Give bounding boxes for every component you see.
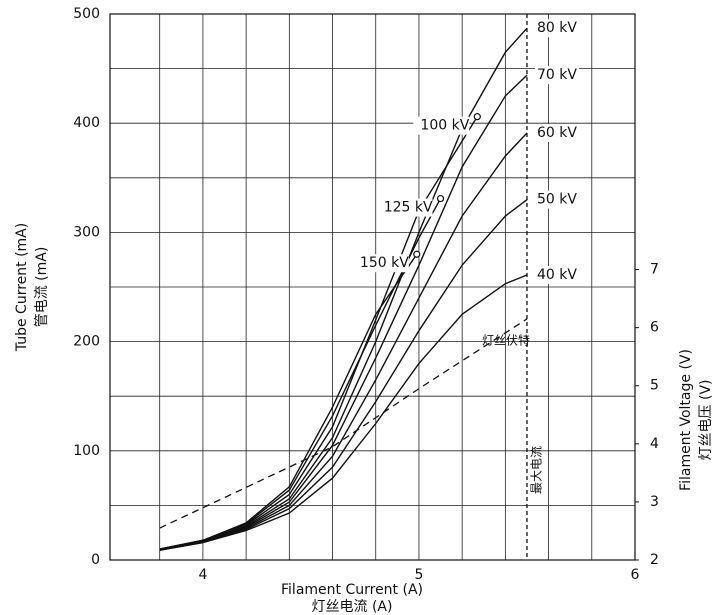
series-label: 50 kV: [537, 192, 577, 208]
series-label: 80 kV: [537, 20, 577, 36]
end-marker: [436, 194, 445, 203]
x-axis-title-cn: 灯丝电流 (A): [312, 599, 393, 615]
x-axis-title: Filament Current (A): [281, 582, 423, 598]
y2-tick-label: 2: [650, 552, 659, 568]
y2-axis-title-cn: 灯丝电压 (V): [698, 380, 714, 461]
y2-tick-label: 5: [650, 378, 659, 394]
y2-axis-title: Filament Voltage (V): [678, 349, 694, 491]
label-bg: [534, 265, 579, 284]
x-tick-label: 6: [631, 567, 640, 583]
label-bg: [534, 19, 579, 38]
series-line: [159, 198, 442, 550]
end-marker: [413, 250, 421, 258]
series-line: [159, 318, 528, 529]
series-label: 40 kV: [537, 267, 577, 283]
y-tick-label: 400: [73, 115, 100, 131]
label-bg: [413, 116, 470, 135]
x-tick-label: 5: [414, 567, 423, 583]
label-bg: [534, 124, 579, 143]
series-line: [159, 253, 418, 550]
label-bg: [352, 254, 409, 273]
label-bg: [534, 66, 579, 85]
y2-tick-label: 3: [650, 494, 659, 510]
y-tick-label: 500: [73, 6, 100, 22]
y-tick-label: 300: [73, 224, 100, 240]
y-tick-label: 100: [73, 443, 100, 459]
series-label: 灯丝伏特: [482, 332, 530, 347]
y2-tick-label: 7: [650, 262, 659, 278]
series-line: [159, 27, 528, 550]
series-label: 125 kV: [384, 200, 433, 216]
end-marker: [473, 113, 481, 121]
series-line: [159, 199, 528, 551]
label-bg: [376, 198, 433, 217]
series-label: 60 kV: [537, 125, 577, 141]
y-axis-title-cn: 管电流 (mA): [34, 247, 50, 328]
x-tick-label: 4: [198, 567, 207, 583]
series-line: [159, 116, 478, 550]
y2-tick-label: 4: [650, 436, 659, 452]
plot-frame: [109, 13, 636, 561]
series-line: [159, 74, 528, 551]
y2-tick-label: 6: [650, 320, 659, 336]
label-bg: [534, 190, 579, 209]
series-label: 100 kV: [420, 118, 469, 134]
series-label: 70 kV: [537, 67, 577, 83]
y-axis-title: Tube Current (mA): [14, 223, 30, 352]
series-label: 150 kV: [360, 255, 409, 271]
max-current-label: 最大电流: [529, 446, 543, 494]
y-tick-label: 0: [91, 552, 100, 568]
y-tick-label: 200: [73, 334, 100, 350]
